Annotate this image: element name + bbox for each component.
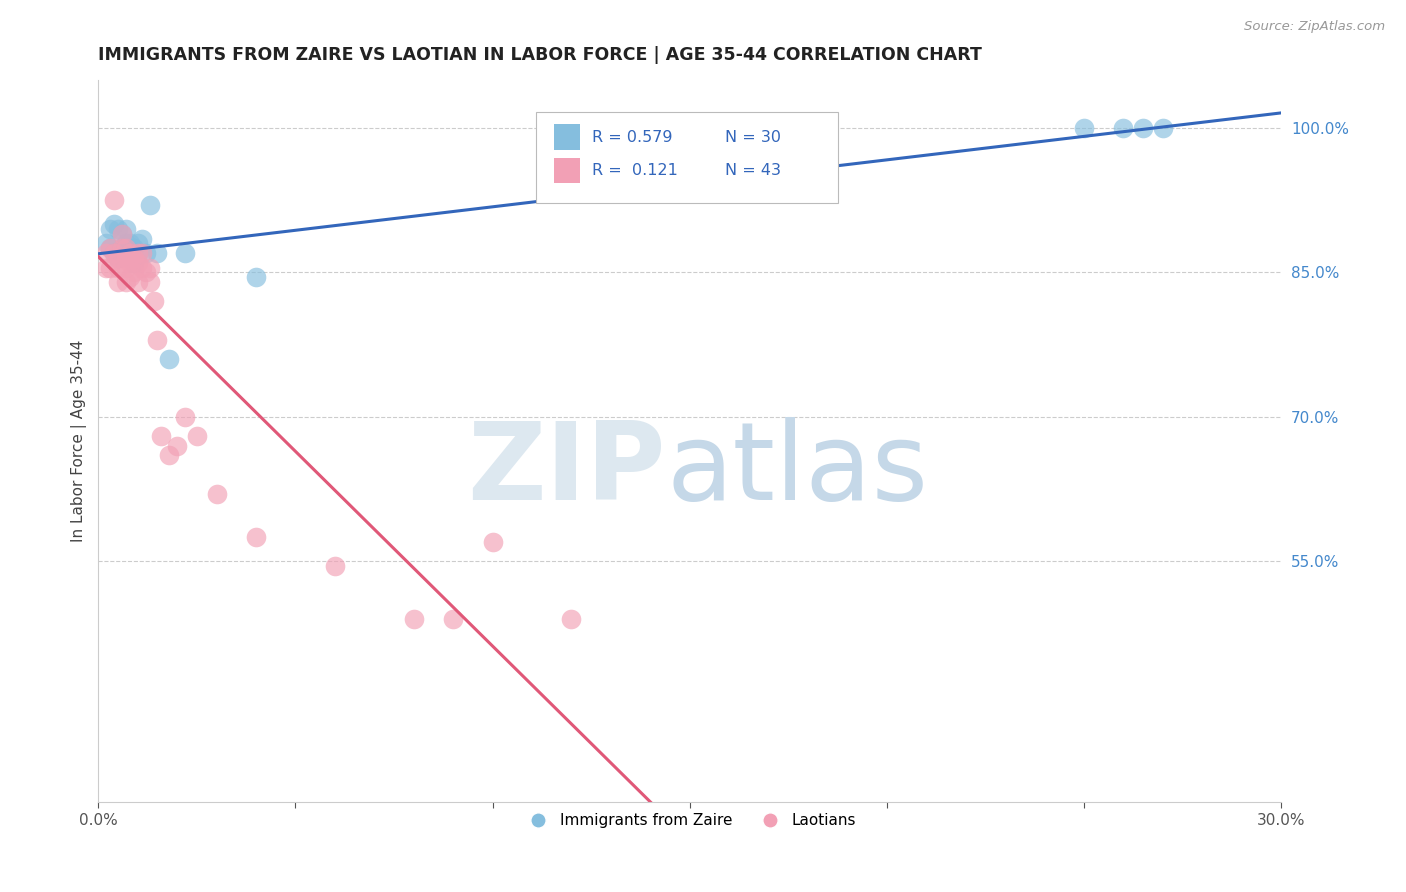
Text: ZIP: ZIP bbox=[468, 417, 666, 523]
Point bbox=[138, 260, 160, 275]
Point bbox=[323, 559, 346, 574]
Point bbox=[127, 246, 149, 260]
Point bbox=[107, 251, 129, 265]
Point bbox=[103, 246, 125, 260]
Point bbox=[131, 260, 153, 275]
Point bbox=[115, 275, 138, 289]
Y-axis label: In Labor Force | Age 35-44: In Labor Force | Age 35-44 bbox=[72, 340, 87, 542]
Point bbox=[157, 449, 180, 463]
Text: N = 30: N = 30 bbox=[725, 129, 782, 145]
Point bbox=[1152, 120, 1174, 135]
Point bbox=[118, 251, 141, 265]
Point bbox=[205, 487, 228, 501]
Point bbox=[560, 612, 582, 626]
Point bbox=[135, 265, 157, 279]
Point bbox=[111, 227, 134, 241]
Point bbox=[245, 530, 267, 544]
Point bbox=[174, 246, 197, 260]
Point bbox=[402, 612, 425, 626]
Point bbox=[122, 241, 145, 255]
Text: atlas: atlas bbox=[666, 417, 928, 523]
Point bbox=[115, 236, 138, 251]
Point bbox=[103, 193, 125, 207]
Point bbox=[98, 222, 121, 236]
Point bbox=[127, 256, 149, 270]
Point bbox=[135, 246, 157, 260]
Text: IMMIGRANTS FROM ZAIRE VS LAOTIAN IN LABOR FORCE | AGE 35-44 CORRELATION CHART: IMMIGRANTS FROM ZAIRE VS LAOTIAN IN LABO… bbox=[98, 46, 983, 64]
Point bbox=[245, 270, 267, 285]
Text: R =  0.121: R = 0.121 bbox=[592, 163, 678, 178]
Point bbox=[115, 222, 138, 236]
Point bbox=[186, 429, 208, 443]
Point bbox=[111, 241, 134, 255]
Point bbox=[150, 429, 173, 443]
Point bbox=[118, 256, 141, 270]
Point bbox=[481, 535, 503, 549]
Point bbox=[131, 246, 153, 260]
Point bbox=[718, 174, 741, 188]
FancyBboxPatch shape bbox=[536, 112, 838, 202]
Point bbox=[127, 275, 149, 289]
Point bbox=[146, 333, 169, 347]
Point bbox=[1073, 120, 1095, 135]
Point bbox=[96, 236, 118, 251]
Point bbox=[115, 241, 138, 255]
Point bbox=[96, 246, 118, 260]
Point bbox=[1132, 120, 1154, 135]
Point bbox=[107, 222, 129, 236]
Point bbox=[174, 409, 197, 424]
Point bbox=[107, 275, 129, 289]
Point bbox=[115, 251, 138, 265]
Point bbox=[127, 236, 149, 251]
Point bbox=[98, 241, 121, 255]
Point bbox=[122, 256, 145, 270]
Point bbox=[98, 241, 121, 255]
Text: Source: ZipAtlas.com: Source: ZipAtlas.com bbox=[1244, 20, 1385, 33]
Point bbox=[166, 439, 188, 453]
Point bbox=[118, 246, 141, 260]
Point bbox=[111, 227, 134, 241]
Point bbox=[111, 256, 134, 270]
Point bbox=[98, 260, 121, 275]
Point bbox=[107, 260, 129, 275]
Point bbox=[146, 246, 169, 260]
Point bbox=[142, 294, 165, 309]
Point bbox=[118, 236, 141, 251]
Point bbox=[131, 232, 153, 246]
Point bbox=[115, 260, 138, 275]
Point bbox=[157, 352, 180, 367]
Text: N = 43: N = 43 bbox=[725, 163, 782, 178]
Point bbox=[1112, 120, 1135, 135]
Point bbox=[111, 241, 134, 255]
Point bbox=[127, 246, 149, 260]
Point bbox=[115, 246, 138, 260]
Point bbox=[122, 265, 145, 279]
Text: R = 0.579: R = 0.579 bbox=[592, 129, 672, 145]
Point bbox=[138, 275, 160, 289]
Point bbox=[138, 198, 160, 212]
Bar bbox=[554, 125, 579, 150]
Point bbox=[96, 260, 118, 275]
Legend: Immigrants from Zaire, Laotians: Immigrants from Zaire, Laotians bbox=[517, 807, 862, 834]
Point bbox=[107, 251, 129, 265]
Point bbox=[441, 612, 464, 626]
Point bbox=[103, 217, 125, 231]
Point bbox=[103, 246, 125, 260]
Bar bbox=[554, 158, 579, 183]
Point bbox=[122, 251, 145, 265]
Point bbox=[118, 270, 141, 285]
